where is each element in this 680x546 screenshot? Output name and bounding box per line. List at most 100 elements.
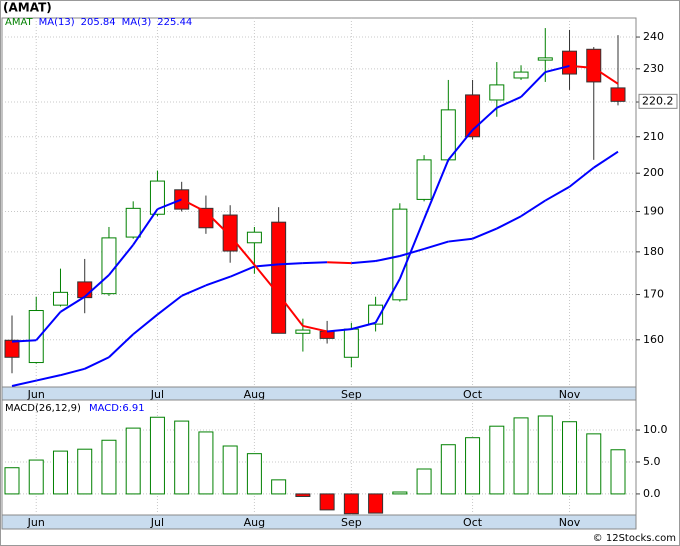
ma-segment <box>374 278 401 324</box>
ma-segment <box>254 263 279 268</box>
macd-bar <box>392 491 408 495</box>
ma-segment <box>60 367 85 377</box>
ma-segment <box>593 150 619 169</box>
ma-segment <box>181 284 207 297</box>
y-tick-label: 170 <box>643 288 664 301</box>
ma-segment <box>132 208 159 246</box>
candle-body <box>101 237 117 295</box>
candle-body <box>4 339 20 358</box>
candle-body <box>271 221 287 334</box>
y-tick-label: 160 <box>643 333 664 346</box>
legend-entry: MA(3) <box>122 17 152 28</box>
ma-segment <box>277 293 304 327</box>
x-tick-label: Nov <box>559 516 581 529</box>
x-tick-label: Aug <box>244 516 265 529</box>
ma-segment <box>351 260 376 265</box>
ma-segment <box>545 64 570 74</box>
candle-body <box>416 159 432 200</box>
candle-body <box>295 329 311 334</box>
candle-body <box>586 48 602 83</box>
legend-symbol: AMAT <box>5 17 34 28</box>
macd-bar <box>52 450 68 495</box>
candle-body <box>343 328 359 358</box>
macd-bar <box>295 493 311 497</box>
candle-body <box>319 330 335 339</box>
ma-segment <box>108 244 134 276</box>
candle-body <box>513 71 529 79</box>
macd-bar <box>101 439 117 495</box>
macd-bar <box>28 459 44 495</box>
macd-bar <box>149 416 165 495</box>
ma-segment <box>398 218 426 280</box>
ma-segment <box>520 71 546 98</box>
ma-segment <box>11 379 37 387</box>
macd-bar <box>125 427 141 495</box>
candle-body <box>77 281 93 299</box>
candle-body <box>52 291 68 306</box>
ma-segment <box>229 235 256 266</box>
macd-bar <box>222 445 238 495</box>
candle-body <box>125 207 141 238</box>
x-tick-label: Aug <box>244 388 265 401</box>
candle-body <box>222 214 238 252</box>
ma-segment <box>229 265 255 278</box>
last-price: 220.2 <box>642 94 674 107</box>
ma-segment <box>108 333 134 358</box>
x-tick-label: Jun <box>27 516 45 529</box>
x-tick-label: Jul <box>150 516 164 529</box>
x-axis-band <box>1 514 637 530</box>
ma-segment <box>11 339 37 343</box>
ma-segment <box>568 166 595 188</box>
macd-bar <box>440 444 456 495</box>
ma-segment <box>302 261 328 265</box>
macd-bar <box>77 448 93 495</box>
ma-segment <box>327 261 352 265</box>
y-tick-label: 240 <box>643 30 664 43</box>
macd-bar <box>246 453 262 495</box>
ma-segment <box>447 129 474 161</box>
y-tick-label: 0.0 <box>643 487 661 500</box>
y-tick-label: 10.0 <box>643 423 668 436</box>
ma-segment <box>84 356 110 370</box>
ma-segment <box>327 328 352 333</box>
x-tick-label: Sep <box>341 516 362 529</box>
macd-bar <box>610 449 626 495</box>
macd-bar <box>368 493 384 514</box>
ma-segment <box>544 185 571 202</box>
legend-value: 205.84 <box>81 17 116 28</box>
ma-segment <box>59 295 86 313</box>
candle-body <box>368 304 384 325</box>
candle-body <box>28 310 44 364</box>
candle-body <box>246 231 262 244</box>
x-axis-band <box>1 386 637 402</box>
macd-bar <box>513 417 529 495</box>
ma-segment <box>84 274 110 298</box>
ma-segment <box>423 240 449 250</box>
macd-bar <box>562 421 578 495</box>
ma-segment <box>496 215 522 230</box>
ma-segment <box>205 275 231 287</box>
x-tick-label: Oct <box>463 516 483 529</box>
candle-body <box>562 50 578 75</box>
candle-body <box>610 87 626 102</box>
candle-body <box>489 84 505 101</box>
footer: © 12Stocks.com <box>593 533 676 544</box>
ma-segment <box>132 313 159 336</box>
x-tick-label: Sep <box>341 388 362 401</box>
ma-segment <box>302 324 328 333</box>
macd-bar <box>416 468 432 495</box>
y-tick-label: 230 <box>643 62 664 75</box>
ma-segment <box>496 96 522 109</box>
ma-segment <box>181 198 207 213</box>
candle-body <box>537 57 553 61</box>
ma-segment <box>36 374 61 382</box>
plot-area <box>1 17 637 388</box>
ma-segment <box>375 255 401 263</box>
legend: AMAT MA(13) 205.84 MA(3) 225.44 <box>5 17 192 28</box>
macd-bar <box>319 493 335 511</box>
x-tick-label: Oct <box>463 388 483 401</box>
ma-segment <box>593 67 619 85</box>
x-tick-label: Jul <box>150 388 164 401</box>
candle-body <box>149 180 165 215</box>
macd-bar <box>537 415 553 495</box>
